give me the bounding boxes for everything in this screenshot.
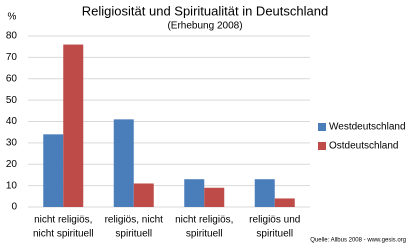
legend-label: Westdeutschland [329, 122, 406, 133]
x-tick-label: spirituell [256, 229, 293, 240]
y-axis-label: % [8, 12, 17, 23]
chart-subtitle: (Erhebung 2008) [167, 21, 242, 32]
y-tick-label: 70 [6, 52, 18, 63]
x-tick-label: nicht religiös, [34, 215, 92, 226]
x-tick-label: religiös, nicht [105, 215, 164, 226]
y-tick-label: 40 [6, 116, 18, 127]
x-tick-label: nicht spirituell [33, 229, 94, 240]
source: Quelle: Allbus 2008 - www.gesis.org [310, 238, 406, 244]
bar [43, 134, 64, 207]
bar [113, 119, 134, 207]
legend-swatch [318, 123, 326, 131]
legend-label: Ostdeutschland [329, 141, 399, 152]
x-tick-label: nicht religiös, [175, 215, 233, 226]
x-tick-label: spirituell [115, 229, 152, 240]
y-tick-label: 20 [6, 159, 18, 170]
y-tick-label: 50 [6, 95, 18, 106]
x-tick-label: religiös und [249, 215, 300, 226]
bar [204, 187, 225, 207]
bar [254, 179, 275, 207]
y-tick-label: 30 [6, 138, 18, 149]
bar [184, 179, 205, 207]
bar [133, 183, 154, 207]
y-tick-label: 80 [6, 31, 18, 42]
bar [63, 44, 84, 207]
y-tick-label: 60 [6, 73, 18, 84]
chart-title: Religiosität und Spiritualität in Deutsc… [82, 3, 328, 18]
bar [274, 198, 295, 207]
y-tick-label: 0 [11, 202, 17, 213]
y-tick-label: 10 [6, 180, 18, 191]
x-tick-label: spirituell [186, 229, 223, 240]
legend-swatch [318, 142, 326, 150]
